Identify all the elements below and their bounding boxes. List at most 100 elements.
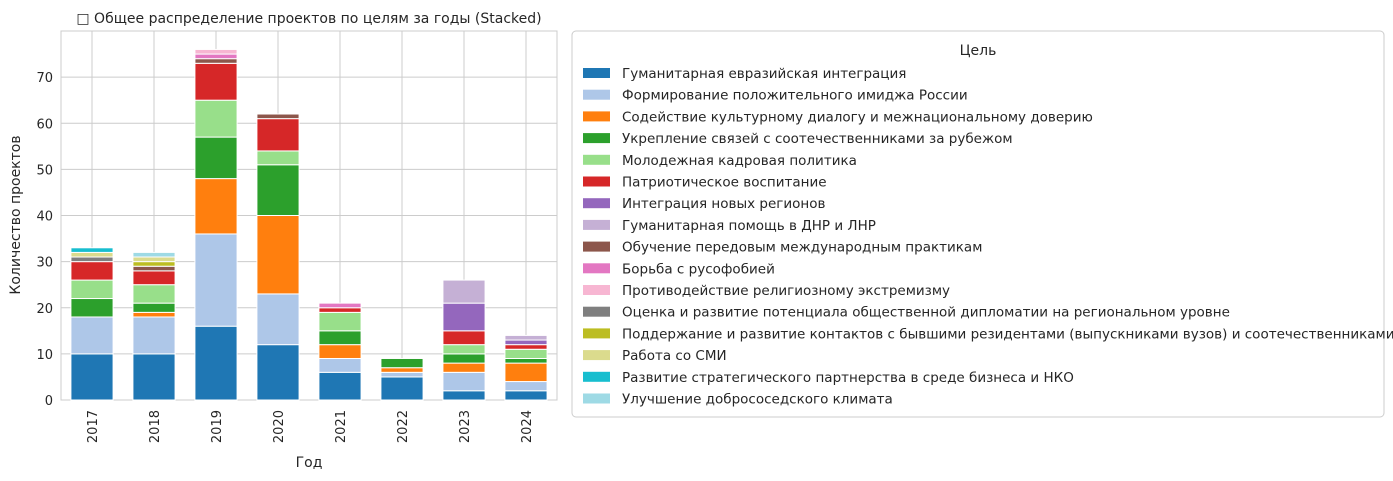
y-tick-label: 20 [36,302,53,317]
y-tick-label: 70 [36,71,53,86]
bar-segment [504,381,548,392]
bar-segment [194,325,238,401]
x-tick-label: 2022 [396,410,411,443]
legend-swatch [583,285,610,295]
legend-item-label: Содействие культурному диалогу и межнаци… [622,109,1093,125]
bar-segment [132,316,176,355]
bar-segment [380,357,424,369]
legend-swatch [583,68,610,78]
bar-segment [132,353,176,401]
legend-item-label: Укрепление связей с соотечественниками з… [622,131,1013,147]
bar-segment [70,251,114,258]
legend: Цель Гуманитарная евразийская интеграция… [571,30,1393,418]
bar-segment [318,344,362,359]
bar-segment [442,362,486,373]
bar-segment [442,330,486,346]
bar-segment [70,298,114,318]
y-axis-label: Количество проектов [8,135,24,294]
legend-item-label: Молодежная кадровая политика [622,153,857,169]
bar-segment [318,307,362,313]
bar-segment [504,390,548,401]
bar-segment [132,265,176,272]
bar-segment [70,261,114,281]
bar-segment [380,371,424,378]
legend-item-label: Обучение передовым международным практик… [622,240,982,256]
bar-segment [194,48,238,55]
legend-swatch [583,111,610,122]
legend-swatch [583,350,610,361]
bar-segment [70,353,114,401]
bar-segment [442,279,486,304]
bar-segment [70,316,114,355]
bar-segment [442,371,486,392]
bar-segment [132,270,176,286]
bar-segment [504,357,548,364]
y-tick-label: 40 [36,210,53,225]
bar-segment [132,284,176,304]
legend-item-label: Развитие стратегического партнерства в с… [622,370,1074,386]
legend-swatch [583,219,610,230]
bar-segment [256,215,300,295]
legend-frame [571,30,1385,418]
y-tick-label: 0 [45,394,53,409]
legend-item-label: Гуманитарная евразийская интеграция [622,66,906,82]
bar-segment [132,311,176,318]
y-tick-label: 50 [36,163,53,178]
bar-segment [70,247,114,253]
bar-segment [256,164,300,216]
legend-item-label: Патриотическое воспитание [622,175,827,191]
bar-segment [380,376,424,401]
bar-segment [194,233,238,327]
bar-segment [318,311,362,332]
legend-item-label: Оценка и развитие потенциала общественно… [622,305,1230,321]
y-tick-label: 10 [36,348,53,363]
x-tick-label: 2018 [148,410,163,443]
legend-item-label: Работа со СМИ [622,348,727,364]
bar-segment [318,357,362,373]
bar-segment [132,256,176,263]
bar-segment [380,367,424,373]
legend-swatch [583,133,610,144]
legend-item-label: Гуманитарная помощь в ДНР и ЛНР [622,218,876,234]
legend-swatch [583,393,610,404]
x-tick-label: 2023 [458,410,473,443]
legend-swatch [583,263,610,274]
legend-swatch [583,176,610,187]
x-tick-label: 2024 [520,410,535,443]
legend-item-label: Улучшение добрососедского климата [622,392,893,408]
bar-segment [256,113,300,120]
bar-segment [194,99,238,138]
legend-swatch [583,241,610,252]
bar-segment [504,339,548,346]
chart-title: □ Общее распределение проектов по целям … [76,11,541,27]
legend-item-label: Интеграция новых регионов [622,196,825,212]
bar-segment [442,302,486,332]
bar-segment [504,334,548,341]
legend-item-label: Поддержание и развитие контактов с бывши… [622,326,1393,342]
bar-segment [194,58,238,64]
legend-swatch [583,328,610,339]
bar-segment [194,53,238,60]
x-tick-label: 2017 [86,410,101,443]
bar-segment [442,344,486,355]
bar-segment [132,261,176,267]
x-tick-label: 2020 [272,410,287,443]
legend-swatch [583,306,610,317]
bar-segment [504,362,548,383]
bar-segment [442,353,486,364]
bar-segment [70,279,114,300]
bar-segment [194,62,238,101]
x-tick-label: 2019 [210,410,225,443]
bar-segment [132,251,176,258]
bar-segment [318,330,362,346]
bar-segment [194,136,238,180]
bar-segment [256,293,300,346]
bar-segment [318,371,362,401]
bar-segment [256,150,300,166]
legend-swatch [583,198,610,209]
legend-swatch [583,89,610,100]
bar-segment [318,302,362,309]
legend-title: Цель [960,43,997,59]
